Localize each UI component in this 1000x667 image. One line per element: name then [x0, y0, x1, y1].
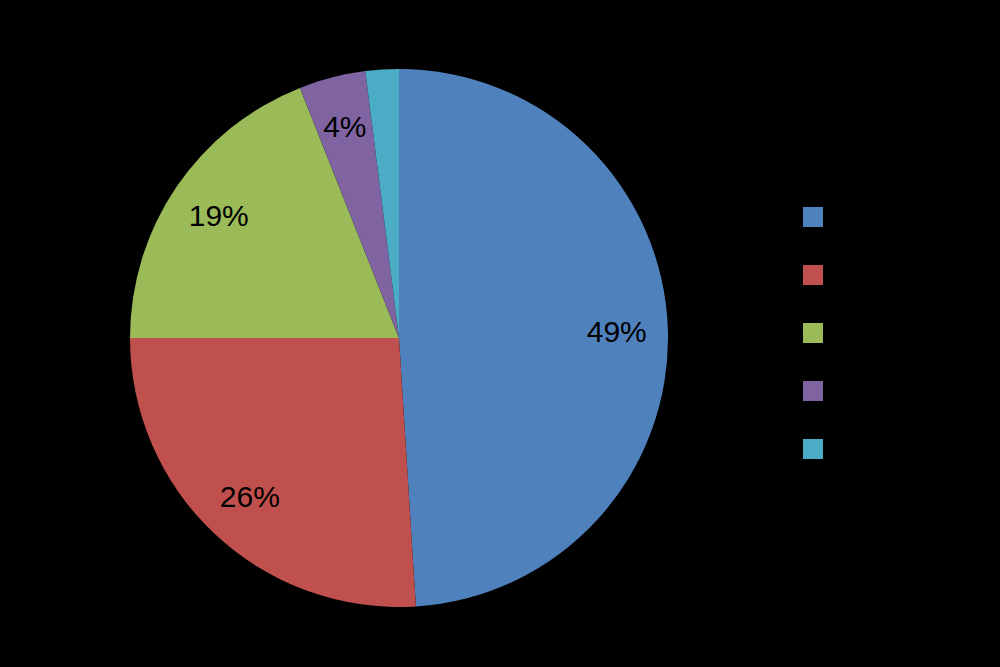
svg-text:49%: 49% — [587, 315, 647, 348]
svg-text:26%: 26% — [220, 480, 280, 513]
svg-text:19%: 19% — [189, 199, 249, 232]
svg-text:4%: 4% — [323, 110, 366, 143]
